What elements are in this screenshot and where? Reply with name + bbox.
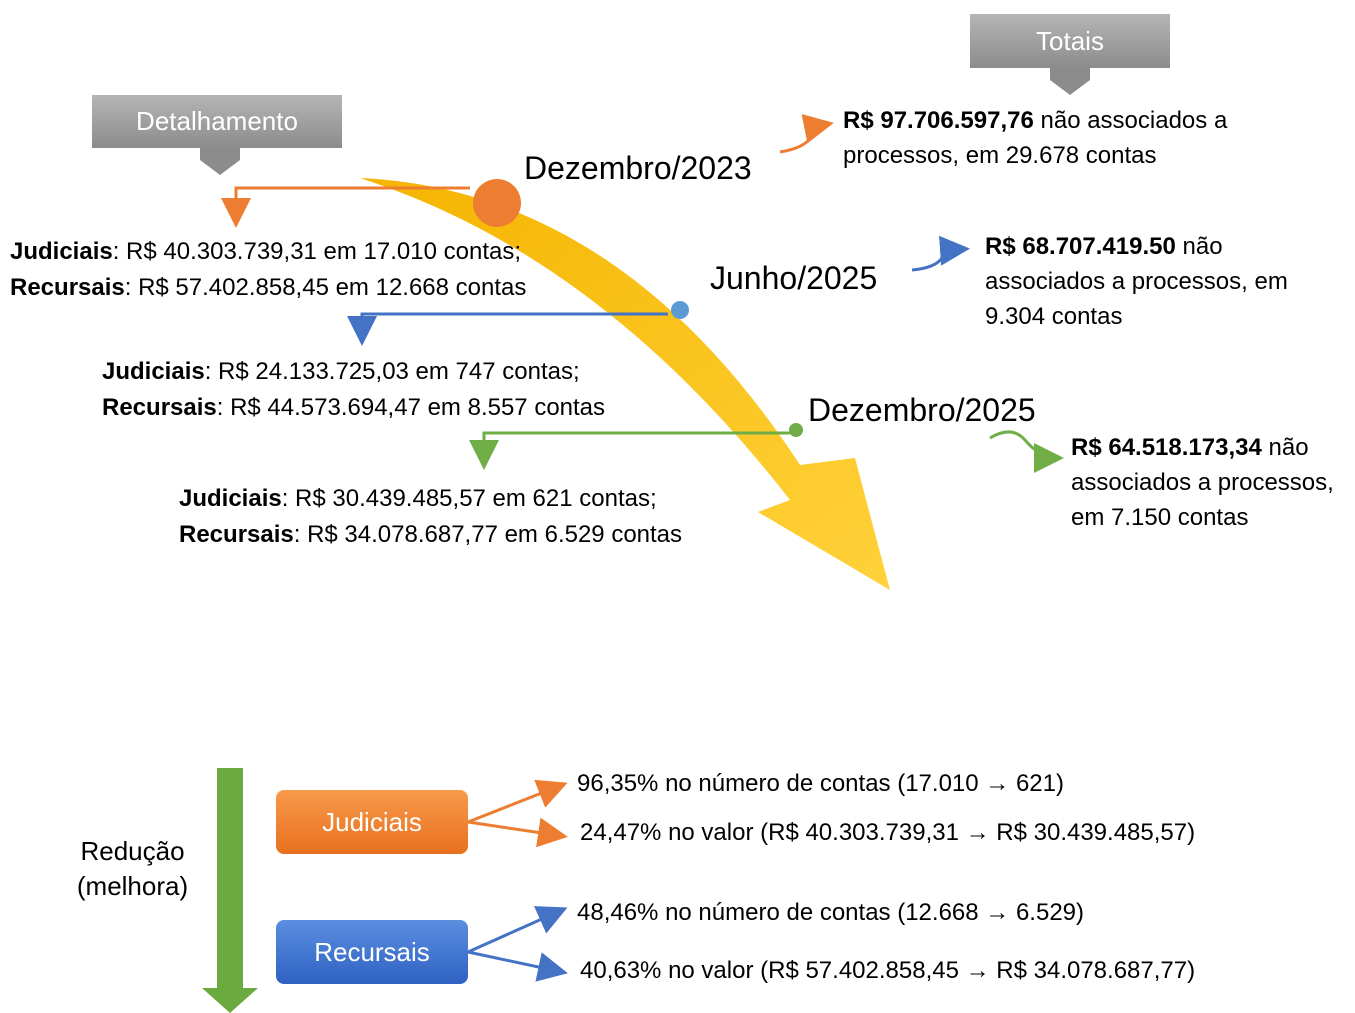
detail-text: : R$ 57.402.858,45 em 12.668 contas xyxy=(124,274,527,301)
reduction-title: Redução (melhora) xyxy=(76,836,189,901)
detail-label: Judiciais xyxy=(102,358,205,385)
details: Judiciais: R$ 40.303.739,31 em 17.010 co… xyxy=(10,234,526,306)
branch-arrow xyxy=(467,950,568,982)
detail-text: : R$ 34.078.687,77 em 6.529 contas xyxy=(293,521,683,548)
totais-box xyxy=(970,14,1170,95)
detail-label: Recursais xyxy=(179,521,294,548)
box-label: Totais xyxy=(1036,25,1104,56)
milestone-dot xyxy=(789,423,803,437)
total-text: não associados a processos, em 9.304 con… xyxy=(985,233,1288,330)
reduction-item: 48,46% no número de contas (12.668 → 6.5… xyxy=(577,899,1084,926)
detail-label: Recursais xyxy=(10,274,125,301)
milestone-dot xyxy=(473,179,521,227)
reduction-arrow xyxy=(202,768,258,1013)
detail-label: Judiciais xyxy=(179,485,282,512)
group-label: Recursais xyxy=(314,936,430,967)
judiciais-box xyxy=(276,790,468,854)
total: R$ 64.518.173,34 não associados a proces… xyxy=(1071,430,1355,535)
detalhamento-box xyxy=(92,95,342,175)
curvy-arrow xyxy=(989,430,1064,473)
detail-label: Recursais xyxy=(102,394,217,421)
branch-arrow xyxy=(467,779,568,824)
detail-text: : R$ 24.133.725,03 em 747 contas; xyxy=(204,358,580,385)
timeline-arrow xyxy=(360,178,890,590)
box-label: Detalhamento xyxy=(136,106,298,136)
detail-text: : R$ 40.303.739,31 em 17.010 contas; xyxy=(112,238,522,265)
connector xyxy=(469,431,790,470)
details: Judiciais: R$ 30.439.485,57 em 621 conta… xyxy=(179,481,682,553)
amount: R$ 68.707.419.50 xyxy=(985,233,1176,260)
reduction-item: 24,47% no valor (R$ 40.303.739,31 → R$ 3… xyxy=(580,819,1196,846)
total-text: não associados a processos, em 29.678 co… xyxy=(843,107,1228,169)
detail-text: : R$ 44.573.694,47 em 8.557 contas xyxy=(216,394,606,421)
milestone-label: Dezembro/2025 xyxy=(808,392,1036,428)
connector xyxy=(221,186,470,228)
detail-text: : R$ 30.439.485,57 em 621 contas; xyxy=(281,485,657,512)
milestone-label: Dezembro/2023 xyxy=(524,150,752,186)
milestone-label: Junho/2025 xyxy=(710,260,878,296)
recursais-box xyxy=(276,920,468,984)
detail-label: Judiciais xyxy=(10,238,113,265)
total: R$ 68.707.419.50 não associados a proces… xyxy=(985,229,1330,334)
curvy-arrow xyxy=(779,114,834,154)
branch-arrow xyxy=(467,817,568,848)
milestone-dot xyxy=(671,301,689,319)
connector xyxy=(347,312,668,346)
amount: R$ 64.518.173,34 xyxy=(1071,434,1262,461)
curvy-arrow xyxy=(911,235,970,272)
amount: R$ 97.706.597,76 xyxy=(843,107,1034,134)
group-label: Judiciais xyxy=(322,806,422,837)
branch-arrow xyxy=(467,906,568,954)
details: Judiciais: R$ 24.133.725,03 em 747 conta… xyxy=(102,354,605,426)
reduction-item: 96,35% no número de contas (17.010 → 621… xyxy=(577,770,1064,797)
reduction-item: 40,63% no valor (R$ 57.402.858,45 → R$ 3… xyxy=(580,957,1196,984)
total-text: não associados a processos, em 7.150 con… xyxy=(1071,434,1334,531)
total: R$ 97.706.597,76 não associados a proces… xyxy=(843,103,1283,173)
